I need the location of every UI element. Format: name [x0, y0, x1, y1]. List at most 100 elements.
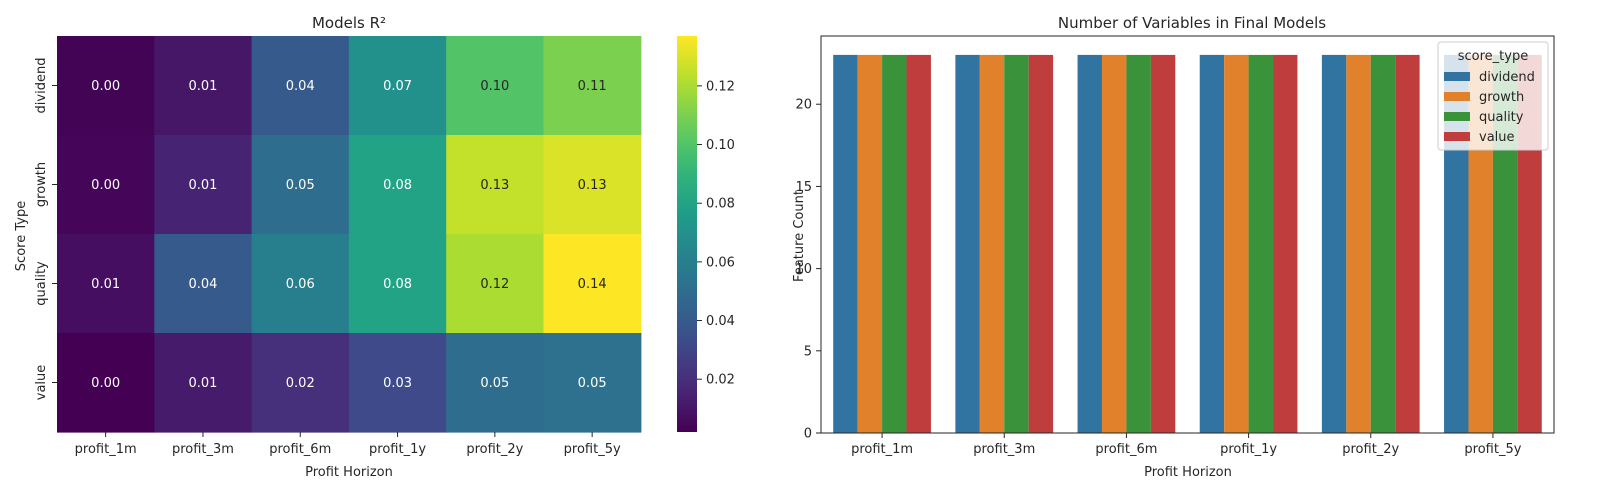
heatmap-cell-label: 0.08: [383, 277, 412, 292]
bar: [857, 54, 883, 434]
heatmap-cell: [251, 36, 350, 136]
bar-x-tick-label: profit_1m: [851, 442, 913, 457]
legend-swatch: [1444, 72, 1470, 81]
legend-box: [1437, 41, 1549, 151]
heatmap-cell: [57, 333, 155, 433]
colorbar-tick-label: 0.06: [706, 255, 735, 270]
heatmap-y-tick-label: dividend: [34, 58, 49, 114]
bar-x-label: Profit Horizon: [1144, 465, 1232, 480]
bar: [1077, 54, 1102, 434]
heatmap-cell: [446, 333, 545, 433]
heatmap-cell: [543, 234, 642, 334]
bar: [1346, 54, 1371, 434]
colorbar-bar: [677, 36, 697, 432]
legend-label: value: [1479, 130, 1515, 145]
legend-swatch: [1444, 112, 1470, 121]
legend-label: growth: [1479, 90, 1524, 105]
bar-y-tick-label: 20: [795, 98, 812, 113]
heatmap-cell-label: 0.06: [286, 277, 315, 292]
bar-x-tick-label: profit_2y: [1342, 442, 1399, 457]
colorbar-tick-label: 0.02: [706, 373, 735, 388]
heatmap-cell-label: 0.07: [383, 79, 412, 94]
heatmap-x-tick-label: profit_6m: [269, 442, 331, 457]
bar-panel: Number of Variables in Final Models prof…: [792, 14, 1555, 480]
heatmap-cell: [154, 135, 253, 235]
heatmap-x-tick-label: profit_2y: [466, 442, 523, 457]
heatmap-x-label: Profit Horizon: [305, 465, 393, 480]
bar: [1370, 54, 1396, 434]
heatmap-cell-label: 0.02: [286, 376, 315, 391]
heatmap-cell: [154, 36, 253, 136]
heatmap-cell-label: 0.10: [480, 79, 509, 94]
bar-title: Number of Variables in Final Models: [1058, 14, 1326, 32]
bar: [882, 54, 907, 434]
heatmap-cell: [348, 333, 447, 433]
heatmap-panel: Models R² 0.00 0.01 0.04 0.07 0.10 0.110.00 0.…: [14, 14, 735, 480]
heatmap-x-tick-label: profit_3m: [172, 442, 234, 457]
heatmap-cell: [251, 333, 350, 433]
heatmap-cell-label: 0.04: [188, 277, 217, 292]
heatmap-cell: [543, 36, 642, 136]
heatmap-y-label: Score Type: [14, 201, 29, 271]
bar-y-tick-label: 0: [804, 427, 812, 442]
colorbar-tick-label: 0.12: [706, 79, 735, 94]
heatmap-cell-label: 0.13: [578, 178, 607, 193]
heatmap-cell: [446, 234, 545, 334]
bar: [979, 54, 1005, 434]
heatmap-cell: [154, 234, 253, 334]
bar-y-tick-label: 10: [795, 262, 812, 277]
heatmap-y-ticks: dividend growth quality value: [34, 58, 57, 400]
legend-title: score_type: [1458, 49, 1528, 64]
bar: [1321, 54, 1347, 434]
heatmap-y-tick-label: growth: [34, 162, 49, 207]
bar-x-tick-label: profit_1y: [1220, 442, 1277, 457]
bar: [1395, 54, 1420, 434]
legend-swatch: [1444, 92, 1470, 101]
bar-y-label: Feature Count: [792, 190, 807, 282]
heatmap-cell: [348, 234, 447, 334]
heatmap-cell: [446, 36, 545, 136]
bar: [1028, 54, 1054, 434]
heatmap-x-tick-label: profit_5y: [564, 442, 621, 457]
heatmap-cell-label: 0.00: [91, 79, 120, 94]
heatmap-cell: [57, 234, 155, 334]
heatmap-cell: [57, 135, 155, 235]
heatmap-cell-label: 0.03: [383, 376, 412, 391]
heatmap-cell-label: 0.01: [188, 79, 217, 94]
bar: [1248, 54, 1274, 434]
bar: [1150, 54, 1176, 434]
bar-x-tick-label: profit_5y: [1464, 442, 1521, 457]
heatmap-x-tick-label: profit_1y: [369, 442, 426, 457]
heatmap-cell-label: 0.05: [578, 376, 607, 391]
heatmap-cell-label: 0.12: [480, 277, 509, 292]
bar-axes: profit_1m profit_3m profit_6m profit_1y prof…: [795, 35, 1555, 457]
bar-x-tick-label: profit_6m: [1095, 442, 1157, 457]
bar: [833, 54, 858, 434]
heatmap-cell: [154, 333, 253, 433]
heatmap-x-ticks: profit_1m profit_3m profit_6m profit_1y prof…: [75, 432, 621, 457]
legend-swatch: [1444, 132, 1470, 141]
bar: [1199, 54, 1225, 434]
bar: [1224, 54, 1249, 434]
bar: [906, 54, 931, 434]
bar: [1273, 54, 1298, 434]
bar: [1101, 54, 1127, 434]
heatmap-cell: [543, 135, 642, 235]
bar: [955, 54, 980, 434]
bar: [1004, 54, 1029, 434]
colorbar: 0.02 0.04 0.06 0.08 0.10 0.12: [677, 36, 735, 432]
heatmap-cell: [57, 36, 155, 136]
heatmap-cell-label: 0.05: [480, 376, 509, 391]
heatmap-cell-label: 0.08: [383, 178, 412, 193]
heatmap-cell: [251, 234, 350, 334]
legend: score_type dividend growth quality value: [1437, 41, 1549, 151]
bar-bars: [833, 54, 1542, 434]
heatmap-cell-label: 0.00: [91, 376, 120, 391]
heatmap-cell: [543, 333, 642, 433]
heatmap-cell-label: 0.01: [91, 277, 120, 292]
heatmap-cell: [251, 135, 350, 235]
colorbar-tick-label: 0.04: [706, 314, 735, 329]
heatmap-cell-label: 0.01: [188, 178, 217, 193]
heatmap-cells: 0.00 0.01 0.04 0.07 0.10 0.11 0.00 0.01 0.05 0.08…: [57, 36, 642, 433]
